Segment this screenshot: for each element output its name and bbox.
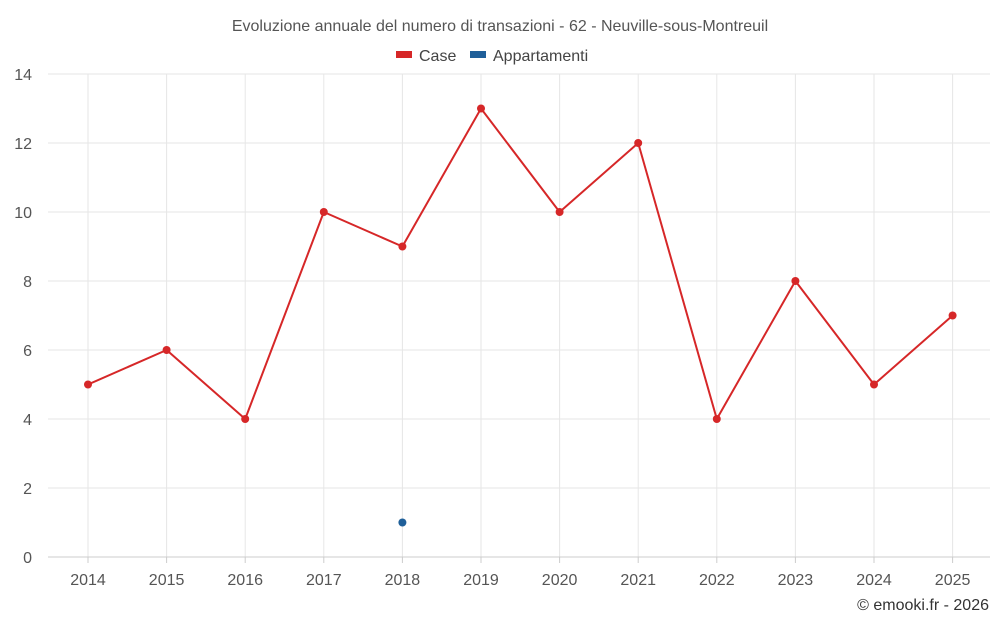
data-point-case-2024[interactable] [870, 380, 878, 389]
legend-label-appartamenti: Appartamenti [493, 48, 588, 65]
gridlines [48, 73, 990, 557]
x-tick-label: 2017 [306, 572, 342, 589]
data-point-case-2014[interactable] [84, 380, 92, 389]
y-tick-label: 2 [23, 481, 32, 498]
chart-title: Evoluzione annuale del numero di transaz… [232, 18, 768, 35]
data-point-case-2023[interactable] [791, 277, 800, 285]
data-point-case-2017[interactable] [319, 208, 328, 216]
series [84, 104, 957, 527]
legend-label-case: Case [419, 48, 456, 65]
x-tick-label: 2019 [463, 572, 499, 589]
y-tick-label: 14 [14, 67, 32, 84]
y-tick-label: 6 [23, 343, 32, 360]
data-point-case-2020[interactable] [555, 208, 564, 216]
y-tick-label: 0 [23, 550, 32, 567]
legend-item-case[interactable]: Case [396, 48, 456, 65]
y-tick-label: 4 [23, 412, 32, 429]
y-tick-label: 12 [14, 136, 32, 153]
x-tick-label: 2025 [935, 572, 971, 589]
legend-swatch-appartamenti [470, 51, 486, 58]
x-tick-label: 2022 [699, 572, 735, 589]
x-tick-label: 2014 [70, 572, 106, 589]
data-point-case-2018[interactable] [398, 242, 407, 251]
legend: Case Appartamenti [396, 48, 588, 65]
y-axis-ticks: 0 2 4 6 8 10 12 14 [14, 67, 32, 567]
series-line-case [87, 107, 954, 420]
data-point-case-2025[interactable] [948, 311, 957, 320]
data-point-appartamenti-2018[interactable] [398, 518, 407, 527]
data-point-case-2015[interactable] [162, 346, 171, 354]
legend-item-appartamenti[interactable]: Appartamenti [470, 48, 588, 65]
y-tick-label: 8 [23, 274, 32, 291]
x-tick-label: 2021 [620, 572, 656, 589]
x-axis-ticks: 2014 2015 2016 2017 2018 2019 2020 2021 2022 2023… [70, 557, 970, 589]
x-tick-label: 2016 [227, 572, 263, 589]
data-point-case-2021[interactable] [634, 139, 643, 147]
legend-swatch-case [396, 51, 412, 58]
x-tick-label: 2015 [149, 572, 185, 589]
x-tick-label: 2024 [856, 572, 892, 589]
data-point-case-2016[interactable] [241, 415, 250, 423]
series-case [84, 104, 957, 423]
x-tick-label: 2020 [542, 572, 578, 589]
series-appartamenti [398, 518, 407, 527]
x-tick-label: 2023 [778, 572, 814, 589]
data-point-case-2019[interactable] [477, 104, 485, 113]
credit-text: © emooki.fr - 2026 [857, 597, 989, 614]
y-tick-label: 10 [14, 205, 32, 222]
x-tick-label: 2018 [385, 572, 421, 589]
data-point-case-2022[interactable] [712, 415, 721, 423]
